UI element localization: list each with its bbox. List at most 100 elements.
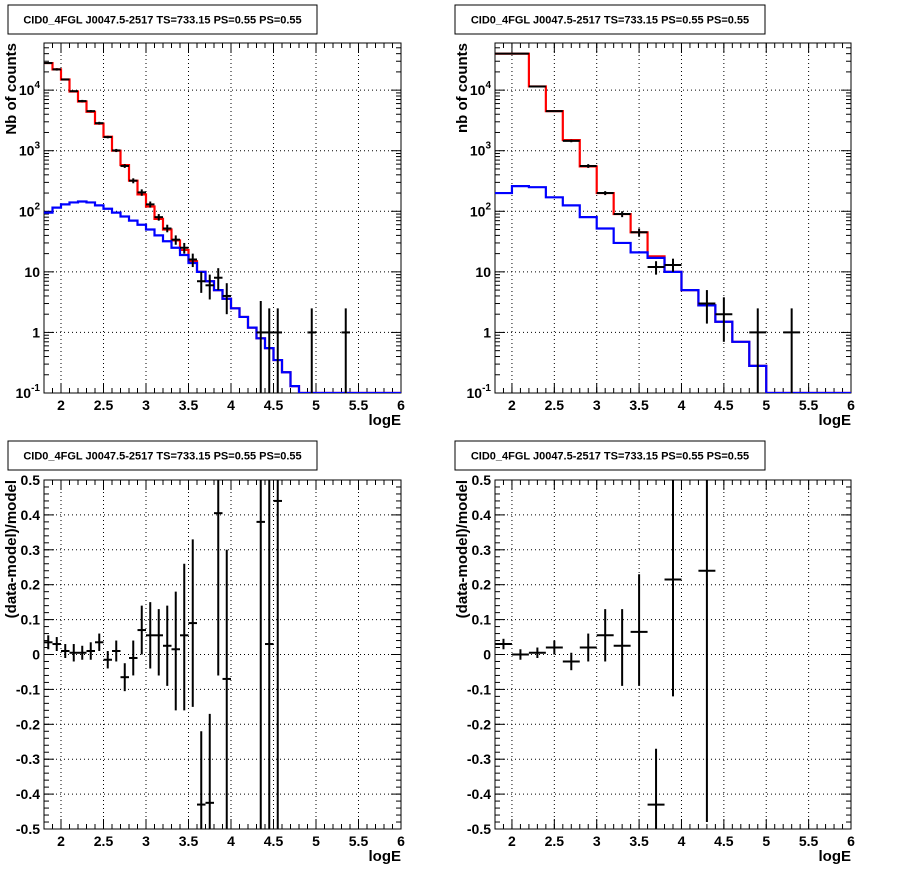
data-point <box>783 308 801 393</box>
x-tick-label: 6 <box>847 397 855 413</box>
data-point <box>511 649 529 660</box>
data-point <box>495 638 512 650</box>
y-tick-label: 0.5 <box>21 472 41 488</box>
y-tick-label: -0.4 <box>16 786 40 802</box>
y-tick-label: 0.3 <box>21 542 41 558</box>
tick-marks <box>494 479 852 830</box>
y-tick-label: -0.3 <box>467 751 491 767</box>
tick-marks <box>43 43 402 394</box>
data-point <box>188 539 197 707</box>
data-point <box>171 591 180 711</box>
y-tick-base: 10 <box>19 82 35 98</box>
x-tick-label: 3 <box>142 397 150 413</box>
x-tick-label: 4 <box>227 833 235 849</box>
y-axis-label: (data-model)/model <box>3 480 20 618</box>
y-tick-exponent: -1 <box>31 383 40 394</box>
data-point <box>69 644 78 662</box>
x-tick-label: 2.5 <box>94 833 114 849</box>
data-point <box>129 178 138 184</box>
data-point <box>61 644 70 658</box>
data-point <box>44 62 53 65</box>
data-point <box>579 164 597 168</box>
data-point <box>197 731 206 829</box>
data-point <box>562 139 580 143</box>
x-tick-label: 4.5 <box>264 397 284 413</box>
y-tick-label: 0.4 <box>21 507 41 523</box>
y-tick-base: 10 <box>470 82 486 98</box>
data-point <box>146 201 155 208</box>
data-point <box>163 605 172 686</box>
data-point <box>579 633 597 662</box>
title-box <box>454 4 766 35</box>
data-point <box>129 640 138 676</box>
data-point <box>52 68 61 71</box>
data-point <box>698 290 716 324</box>
x-axis-label: logE <box>819 848 852 865</box>
y-tick-base: 10 <box>16 385 32 401</box>
x-tick-label: 3.5 <box>629 397 649 413</box>
data-point <box>171 235 180 245</box>
y-tick-base: 10 <box>470 203 486 219</box>
x-tick-label: 3.5 <box>629 833 649 849</box>
data-point <box>197 271 206 293</box>
y-tick-exponent: -1 <box>482 383 491 394</box>
y-tick-label: -0.1 <box>467 681 491 697</box>
y-tick-label: 1 <box>483 324 491 340</box>
x-tick-label: 4.5 <box>264 833 284 849</box>
x-axis-label: logE <box>369 412 402 429</box>
grid <box>495 43 851 393</box>
data-point <box>495 52 512 55</box>
x-tick-label: 3.5 <box>179 833 199 849</box>
data-point <box>528 647 546 658</box>
data-point <box>78 99 87 103</box>
x-tick-label: 6 <box>397 397 405 413</box>
y-tick-label: 103 <box>19 141 41 159</box>
data-point <box>256 480 265 829</box>
x-tick-label: 2.5 <box>94 397 114 413</box>
data-point <box>137 189 146 196</box>
grid <box>44 480 401 829</box>
tick-marks <box>494 43 852 394</box>
chart-title: CID0_4FGL J0047.5-2517 TS=733.15 PS=0.55… <box>471 451 749 463</box>
x-tick-label: 2.5 <box>545 397 565 413</box>
y-tick-label: 1 <box>32 324 40 340</box>
data-point <box>95 121 104 125</box>
data-point <box>545 110 563 113</box>
x-tick-label: 3.5 <box>179 397 199 413</box>
y-tick-label: -0.5 <box>467 821 491 837</box>
y-tick-exponent: 2 <box>485 201 491 212</box>
data-point <box>613 211 631 218</box>
data-point <box>112 640 121 662</box>
data-point <box>86 642 95 660</box>
data-point <box>341 308 350 393</box>
x-tick-label: 3 <box>593 397 601 413</box>
data-point <box>69 90 78 93</box>
data-point <box>154 609 163 676</box>
y-axis-label: Nb of counts <box>3 43 20 135</box>
y-tick-label: -0.2 <box>467 716 491 732</box>
data-point <box>188 253 197 268</box>
x-tick-label: 5 <box>312 833 320 849</box>
y-tick-label: 0.4 <box>472 507 492 523</box>
y-tick-base: 10 <box>19 143 35 159</box>
title-box <box>7 4 318 35</box>
data-point <box>273 308 282 393</box>
data-point <box>596 191 614 196</box>
data-point <box>222 283 231 315</box>
grid <box>44 43 401 393</box>
data-point <box>256 301 265 393</box>
x-axis-label: logE <box>369 848 402 865</box>
y-tick-label: 10-1 <box>16 383 41 401</box>
y-tick-exponent: 4 <box>34 80 40 91</box>
x-tick-label: 5 <box>762 833 770 849</box>
x-tick-label: 2 <box>57 833 65 849</box>
y-tick-base: 10 <box>19 203 35 219</box>
y-tick-label: 104 <box>19 80 41 98</box>
y-tick-exponent: 3 <box>34 141 40 152</box>
x-tick-label: 5.5 <box>799 833 819 849</box>
series-background-model <box>44 200 401 393</box>
chart-panel-1: 2 2.5 3 3.5 4 4.5 5 5.5 610-1110102103104logENb … <box>3 4 405 429</box>
y-axis-label: nb of counts <box>454 43 471 133</box>
data-point <box>95 633 104 652</box>
